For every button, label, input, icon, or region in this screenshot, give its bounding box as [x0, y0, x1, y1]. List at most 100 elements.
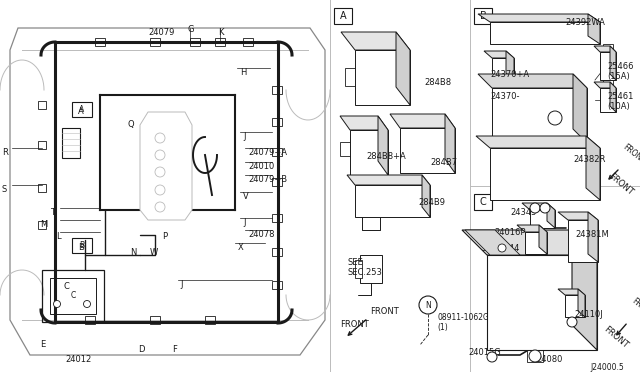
Text: S: S	[2, 185, 7, 194]
Bar	[72, 238, 92, 253]
Bar	[603, 44, 613, 54]
Bar	[272, 248, 282, 256]
Polygon shape	[10, 28, 325, 355]
Bar	[603, 80, 613, 90]
Text: 24012: 24012	[65, 355, 92, 364]
Text: C: C	[479, 197, 486, 207]
Text: R: R	[2, 148, 8, 157]
Polygon shape	[355, 185, 430, 217]
Text: V: V	[243, 192, 249, 201]
Polygon shape	[594, 46, 616, 52]
Polygon shape	[490, 148, 600, 200]
Text: (15A): (15A)	[607, 72, 630, 81]
Polygon shape	[610, 46, 616, 80]
Polygon shape	[396, 32, 410, 105]
Text: J: J	[180, 280, 182, 289]
Polygon shape	[568, 220, 598, 262]
Circle shape	[548, 111, 562, 125]
Bar	[38, 184, 46, 192]
Bar	[508, 158, 526, 188]
Polygon shape	[355, 50, 410, 105]
Bar	[205, 316, 215, 324]
Bar	[190, 38, 200, 46]
Bar	[38, 101, 46, 109]
Text: 24015G: 24015G	[468, 348, 500, 357]
Bar	[568, 165, 588, 183]
Polygon shape	[530, 210, 555, 228]
Polygon shape	[478, 74, 587, 88]
Circle shape	[498, 244, 506, 252]
Text: FRONT: FRONT	[340, 320, 369, 329]
Bar	[570, 14, 588, 28]
Bar	[42, 270, 104, 322]
Polygon shape	[572, 230, 597, 350]
Bar	[150, 38, 160, 46]
Text: B: B	[78, 243, 84, 252]
Text: E: E	[40, 340, 45, 349]
Polygon shape	[350, 130, 388, 175]
Text: B: B	[479, 11, 486, 21]
Text: (10A): (10A)	[607, 102, 630, 111]
Text: G: G	[188, 25, 195, 34]
Text: SEC.253: SEC.253	[347, 268, 382, 277]
Circle shape	[567, 317, 577, 327]
Text: X: X	[238, 243, 244, 252]
Polygon shape	[586, 136, 600, 200]
Text: L: L	[56, 232, 61, 241]
Text: FRONT: FRONT	[630, 297, 640, 320]
Text: C: C	[70, 292, 76, 301]
Polygon shape	[610, 82, 616, 112]
Circle shape	[155, 185, 165, 195]
Polygon shape	[140, 112, 192, 220]
Bar	[272, 178, 282, 186]
Polygon shape	[588, 212, 598, 262]
Bar	[95, 38, 105, 46]
Text: 24080: 24080	[536, 355, 563, 364]
Polygon shape	[558, 289, 585, 295]
Polygon shape	[490, 22, 600, 44]
Bar	[474, 194, 492, 210]
Bar	[215, 38, 225, 46]
Text: 24079+A: 24079+A	[248, 148, 287, 157]
Text: 284B7: 284B7	[430, 158, 457, 167]
Circle shape	[419, 296, 437, 314]
Bar	[50, 278, 96, 314]
Text: A: A	[340, 11, 346, 21]
Circle shape	[155, 167, 165, 177]
Polygon shape	[506, 51, 514, 80]
Polygon shape	[465, 230, 520, 255]
Text: 24079+B: 24079+B	[248, 175, 287, 184]
Bar	[38, 221, 46, 229]
Text: 284B8: 284B8	[424, 78, 451, 87]
Polygon shape	[594, 82, 616, 88]
Text: FRONT: FRONT	[607, 172, 635, 198]
Text: K: K	[218, 28, 223, 37]
Polygon shape	[517, 225, 547, 232]
Text: FRONT: FRONT	[621, 143, 640, 166]
Polygon shape	[484, 51, 514, 58]
Text: 24016P: 24016P	[494, 228, 525, 237]
Polygon shape	[600, 88, 616, 112]
Bar	[272, 148, 282, 156]
Circle shape	[487, 352, 497, 362]
Bar	[355, 260, 362, 278]
Circle shape	[530, 203, 540, 213]
Text: (1): (1)	[437, 323, 448, 332]
Text: SEC. 244: SEC. 244	[482, 244, 520, 253]
Text: J24000.5: J24000.5	[590, 363, 624, 372]
Text: 24370+A: 24370+A	[490, 70, 529, 79]
Bar	[272, 214, 282, 222]
Polygon shape	[340, 116, 388, 130]
Polygon shape	[565, 295, 585, 317]
Text: F: F	[172, 345, 177, 354]
Text: 24370-: 24370-	[490, 92, 520, 101]
Polygon shape	[487, 255, 597, 350]
Text: A: A	[78, 107, 84, 116]
Text: SEE: SEE	[347, 258, 363, 267]
Text: T: T	[50, 208, 55, 217]
Polygon shape	[390, 114, 455, 128]
Polygon shape	[525, 232, 547, 254]
Text: N: N	[425, 301, 431, 310]
Polygon shape	[522, 203, 555, 210]
Text: 08911-1062G: 08911-1062G	[437, 313, 489, 322]
